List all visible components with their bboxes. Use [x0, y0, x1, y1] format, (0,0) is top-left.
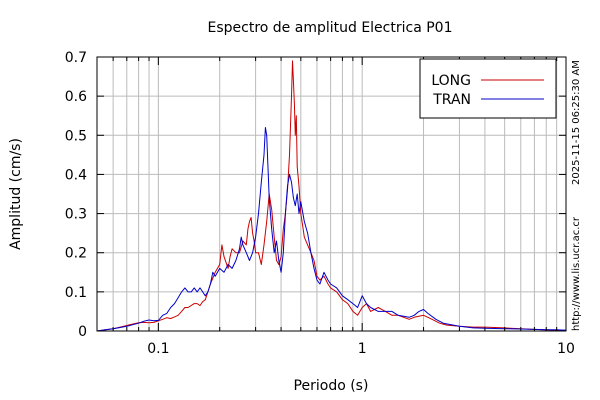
y-tick-label: 0.2 [65, 246, 87, 262]
axis-ticks: 0.1 1 10 0 0.1 0.2 0.3 0.4 0.5 0.6 0.7 [65, 50, 575, 357]
legend-label-tran: TRAN [432, 92, 471, 108]
y-tick-label: 0.1 [65, 285, 87, 301]
timestamp-label: 2025-11-15 06:25:30 AM [571, 60, 582, 185]
y-tick-label: 0.5 [65, 128, 87, 144]
series-line-tran [96, 127, 567, 332]
series-line-long [96, 60, 566, 332]
legend-label-long: LONG [431, 73, 471, 89]
y-tick-label: 0.7 [65, 50, 87, 66]
x-axis-label: Periodo (s) [294, 378, 369, 394]
legend: LONG TRAN [419, 58, 557, 119]
y-tick-label: 0.6 [65, 89, 87, 105]
source-url-label: http://www.lis.ucr.ac.cr [571, 216, 582, 331]
x-tick-label: 0.1 [147, 341, 169, 357]
y-tick-label: 0 [78, 324, 87, 340]
plot-frame [96, 56, 567, 332]
x-tick-label: 10 [557, 341, 575, 357]
legend-box [419, 58, 557, 119]
y-axis-label: Amplitud (cm/s) [8, 138, 24, 250]
x-tick-label: 1 [358, 341, 367, 357]
series-layer [96, 60, 567, 332]
y-tick-label: 0.3 [65, 207, 87, 223]
chart-title: Espectro de amplitud Electrica P01 [208, 20, 453, 36]
y-tick-label: 0.4 [65, 167, 87, 183]
